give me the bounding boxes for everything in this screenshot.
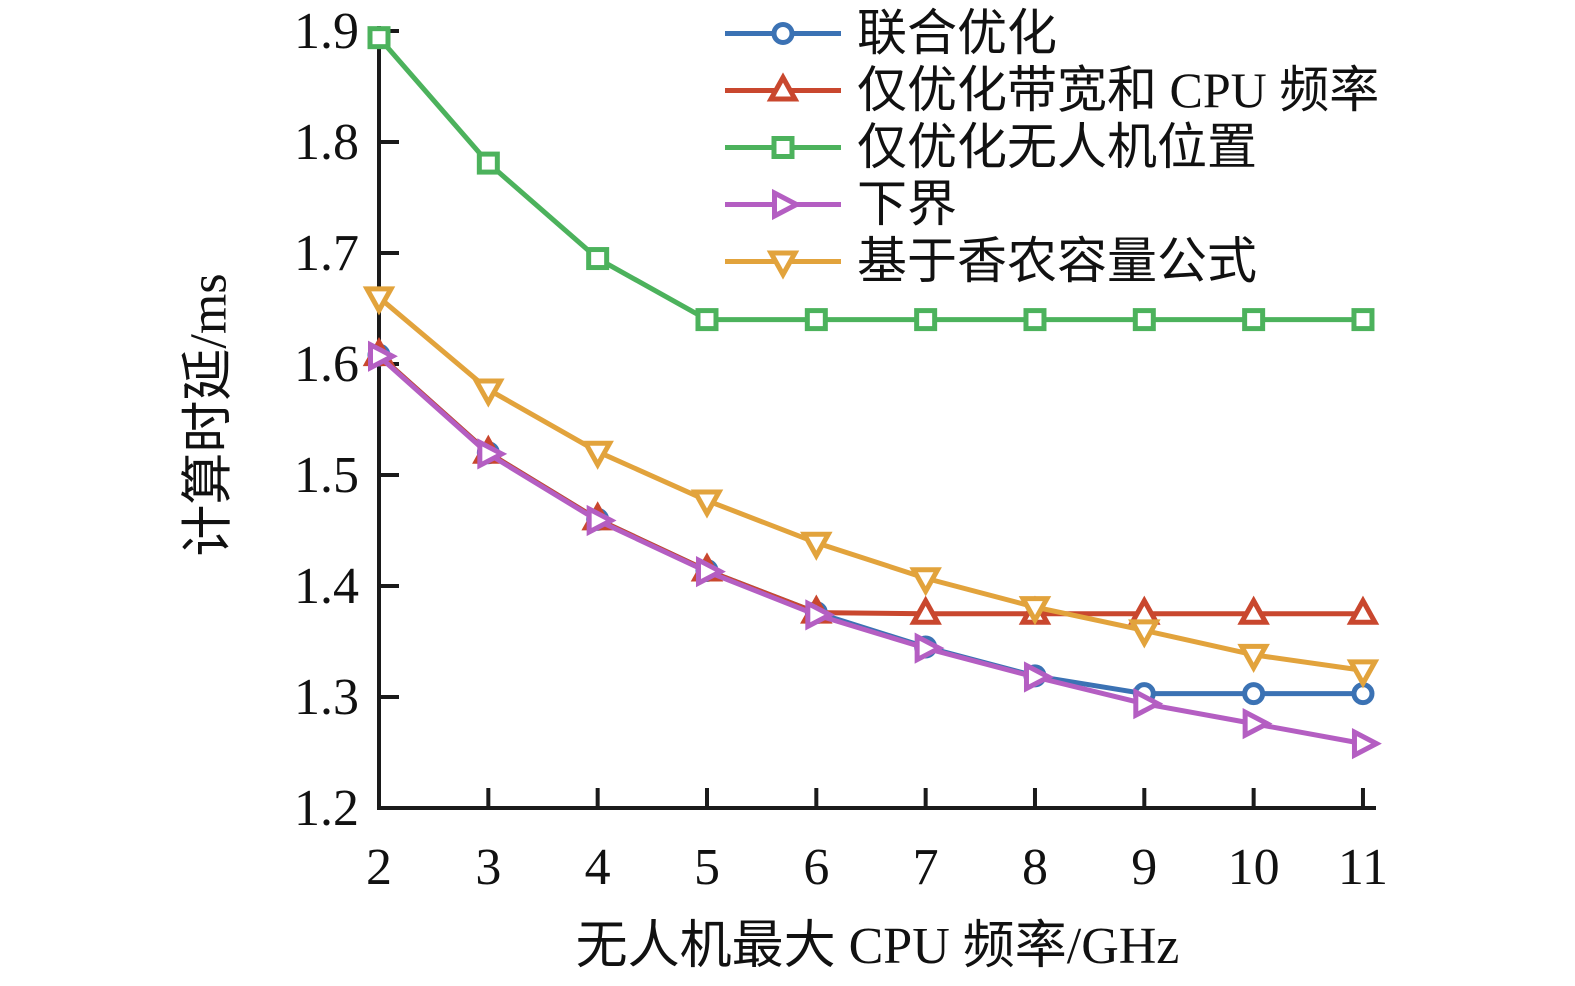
square-marker-icon xyxy=(367,26,391,50)
y-tick-label: 1.9 xyxy=(294,3,359,60)
series-3 xyxy=(368,340,1382,760)
square-marker-icon xyxy=(914,308,938,332)
x-tick-label: 10 xyxy=(1228,839,1280,896)
triangle-down-marker-icon xyxy=(581,440,614,470)
triangle-right-marker-icon xyxy=(1133,688,1164,720)
triangle-right-marker-icon xyxy=(1023,661,1054,693)
x-tick-label: 2 xyxy=(366,839,392,896)
square-marker-icon xyxy=(1132,308,1156,332)
triangle-right-marker-icon xyxy=(1351,727,1382,760)
legend-label: 下界 xyxy=(857,176,957,232)
square-marker-icon xyxy=(476,151,500,175)
y-tick-label: 1.7 xyxy=(294,225,359,282)
square-marker-icon xyxy=(695,308,719,332)
circle-marker-icon xyxy=(771,22,795,45)
square-marker-icon xyxy=(1351,308,1375,332)
series-1 xyxy=(362,336,1380,625)
y-tick-label: 1.8 xyxy=(294,114,359,171)
series-2 xyxy=(367,26,1375,332)
x-tick-label: 9 xyxy=(1131,839,1157,896)
legend: 联合优化 仅优化带宽和 CPU 频率 仅优化无人机位置 下界 基于香农容量公式 xyxy=(722,5,1379,290)
series-line-3 xyxy=(376,353,1366,747)
triangle-up-marker-icon xyxy=(1346,595,1380,625)
series-4 xyxy=(362,286,1380,689)
triangle-right-marker-icon xyxy=(1242,708,1273,740)
triangle-down-marker-icon xyxy=(362,286,396,316)
legend-item-shannon-capacity: 基于香农容量公式 xyxy=(722,233,1379,290)
triangle-right-marker-icon xyxy=(586,504,617,537)
x-tick-label: 5 xyxy=(694,839,720,896)
square-marker-icon xyxy=(1242,308,1266,332)
triangle-right-marker-icon xyxy=(477,438,508,470)
square-marker-icon xyxy=(771,136,795,159)
legend-triangle-right-marker-icon xyxy=(725,188,841,221)
triangle-down-marker-icon xyxy=(909,567,942,597)
series-line-4 xyxy=(376,294,1366,673)
series-line-1 xyxy=(376,352,1366,617)
legend-label: 基于香农容量公式 xyxy=(857,233,1257,289)
y-tick-label: 1.2 xyxy=(294,780,359,837)
square-marker-icon xyxy=(586,247,610,271)
triangle-up-marker-icon xyxy=(1237,595,1270,625)
triangle-right-marker-icon xyxy=(914,632,945,664)
x-tick-label: 4 xyxy=(585,839,611,896)
square-marker-icon xyxy=(1023,308,1047,332)
series-line-0 xyxy=(376,352,1366,697)
triangle-up-marker-icon xyxy=(766,72,800,102)
legend-item-uav-position-only: 仅优化无人机位置 xyxy=(722,119,1379,176)
series-line-2 xyxy=(376,35,1366,323)
legend-label: 仅优化带宽和 CPU 频率 xyxy=(857,62,1380,118)
y-tick-label: 1.5 xyxy=(294,447,359,504)
triangle-right-marker-icon xyxy=(695,555,726,588)
triangle-up-marker-icon xyxy=(1128,595,1161,625)
x-tick-label: 11 xyxy=(1338,839,1388,896)
triangle-right-marker-icon xyxy=(805,599,836,631)
legend-label: 仅优化无人机位置 xyxy=(857,119,1257,175)
y-tick-label: 1.3 xyxy=(294,669,359,726)
x-axis-title: 无人机最大 CPU 频率/GHz xyxy=(575,918,1180,975)
triangle-down-marker-icon xyxy=(1346,659,1380,689)
square-marker-icon xyxy=(804,308,828,332)
triangle-down-marker-icon xyxy=(690,489,724,519)
legend-item-bandwidth-cpu-only: 仅优化带宽和 CPU 频率 xyxy=(722,62,1379,119)
legend-item-lower-bound: 下界 xyxy=(722,176,1379,233)
triangle-down-marker-icon xyxy=(766,250,800,280)
y-tick-label: 1.4 xyxy=(294,558,359,615)
triangle-down-marker-icon xyxy=(1018,596,1052,626)
x-tick-label: 6 xyxy=(803,839,829,896)
triangle-down-marker-icon xyxy=(800,531,833,561)
legend-item-joint-optimization: 联合优化 xyxy=(722,5,1379,62)
triangle-up-marker-icon xyxy=(909,595,942,625)
triangle-down-marker-icon xyxy=(472,378,505,408)
legend-triangle-down-marker-icon xyxy=(725,250,841,280)
triangle-down-marker-icon xyxy=(1237,643,1270,673)
triangle-down-marker-icon xyxy=(1128,619,1161,649)
legend-label: 联合优化 xyxy=(857,5,1057,61)
legend-circle-marker-icon xyxy=(725,22,841,45)
legend-square-marker-icon xyxy=(725,136,841,159)
y-tick-label: 1.6 xyxy=(294,336,359,393)
x-tick-label: 3 xyxy=(475,839,501,896)
x-tick-label: 7 xyxy=(913,839,939,896)
triangle-right-marker-icon xyxy=(772,188,802,221)
legend-triangle-up-marker-icon xyxy=(725,72,841,102)
triangle-right-marker-icon xyxy=(368,340,398,372)
circle-marker-icon xyxy=(1242,682,1266,706)
x-tick-label: 8 xyxy=(1022,839,1048,896)
y-axis-title: 计算时延/ms xyxy=(180,273,238,557)
